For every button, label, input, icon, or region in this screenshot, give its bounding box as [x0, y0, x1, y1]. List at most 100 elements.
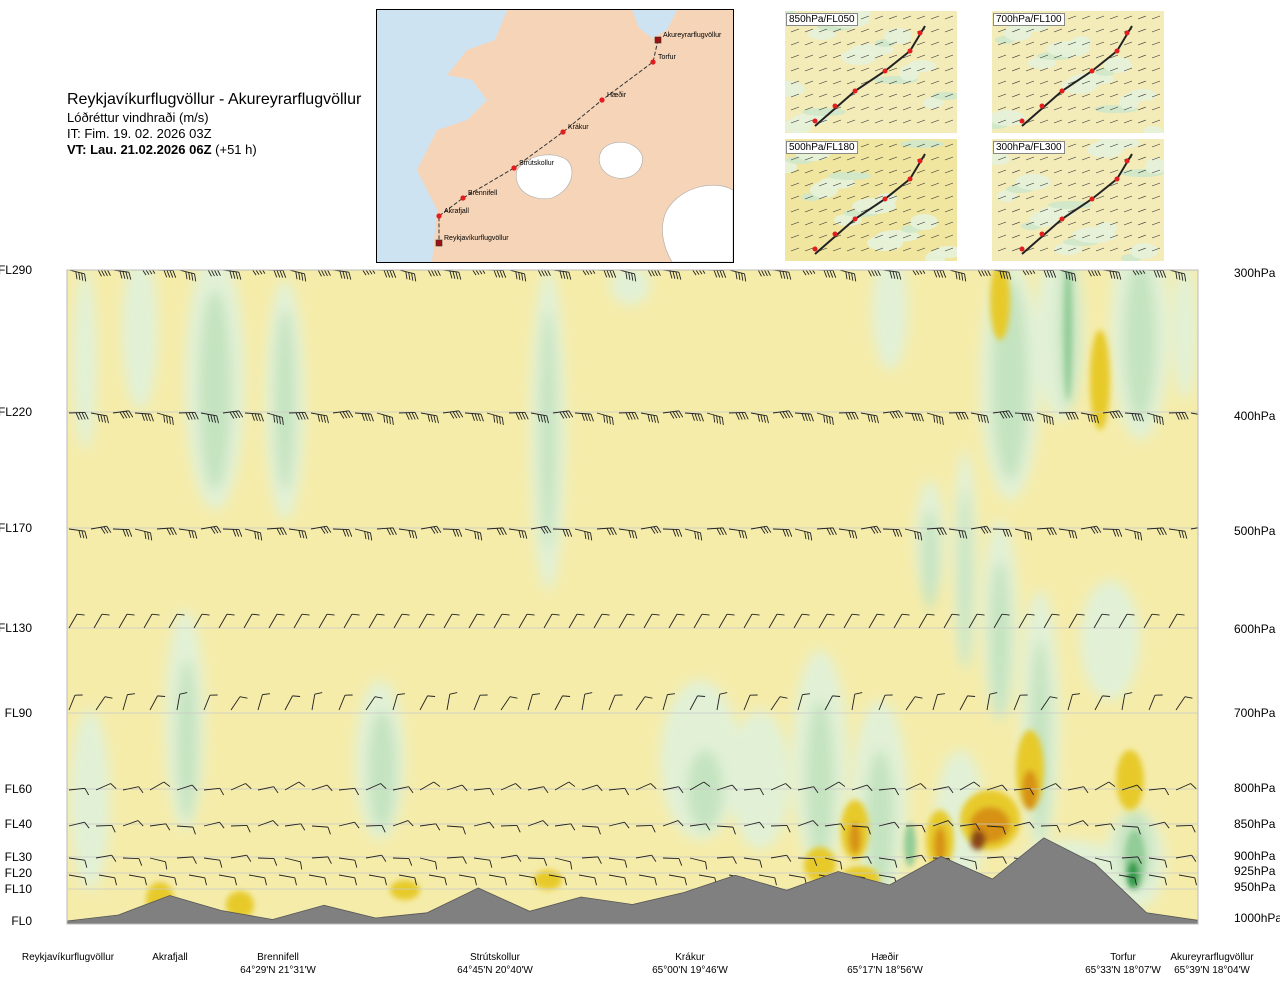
wind-barb [851, 692, 863, 711]
mini-map-barb [1123, 234, 1133, 239]
mini-map-barb [1081, 41, 1091, 46]
mini-map-barb [1123, 247, 1133, 252]
mini-map-barb [846, 234, 856, 239]
wind-barb [338, 694, 353, 711]
mini-map-barb [1011, 247, 1021, 252]
wind-barb [824, 695, 841, 711]
mini-map-barb [1095, 119, 1105, 124]
wind-barb [1102, 270, 1122, 280]
wind-barb [278, 874, 297, 886]
wind-barb [959, 823, 981, 831]
station-name: Krákur [675, 952, 705, 963]
station-name: Strútskollur [470, 952, 521, 963]
wind-barb [596, 527, 617, 536]
wind-barb [308, 874, 327, 886]
waypoint-marker [460, 195, 466, 201]
wind-barb [419, 695, 436, 711]
wind-barb [772, 528, 793, 537]
downdraft-region-mid [959, 490, 971, 670]
mini-map-barb [1067, 221, 1077, 226]
mini-map-barb [888, 195, 898, 200]
mini-map-barb [818, 41, 828, 46]
wind-barb [398, 874, 417, 886]
wind-barb [662, 857, 683, 866]
mini-map-barb [860, 106, 870, 111]
wind-barb [608, 857, 628, 868]
updraft-region [390, 880, 420, 900]
map-route: Akureyrarflugvöllur Torfur Hæðir Krákur Strú… [435, 32, 722, 247]
right-axis-label: 950hPa [1234, 880, 1276, 894]
mini-map-barb [1039, 156, 1049, 161]
wind-barb [878, 857, 898, 868]
wind-barb [1168, 528, 1188, 539]
wind-barb [95, 696, 113, 711]
wind-barb [257, 786, 279, 794]
mini-map-barb [930, 234, 940, 239]
downdraft-region-mid [199, 290, 231, 490]
right-axis-label: 1000hPa [1234, 911, 1280, 925]
mini-map-barb [1109, 247, 1119, 252]
mini-map-barb [1151, 67, 1161, 72]
mini-map-barb [902, 195, 912, 200]
wind-barb [193, 613, 210, 629]
wind-barb [1148, 787, 1170, 796]
mini-map-barb [1053, 195, 1063, 200]
route-map-svg: Akureyrarflugvöllur Torfur Hæðir Krákur Strú… [377, 10, 733, 262]
wind-barb [618, 613, 635, 629]
mini-map-barb [874, 54, 884, 59]
mini-map-barb [804, 208, 814, 213]
wind-barb [1148, 874, 1167, 886]
wind-barb [530, 525, 552, 534]
mini-map-barb [874, 106, 884, 111]
mini-map-barb [1137, 119, 1147, 124]
wind-barb [1067, 786, 1089, 794]
mini-map-barb [1053, 119, 1063, 124]
wind-barb [1040, 696, 1058, 711]
wind-barb [581, 856, 602, 864]
mini-map-barb [1025, 234, 1035, 239]
mini-map-barb [902, 119, 912, 124]
mini-map-barb [944, 182, 954, 187]
mini-map-barb [804, 234, 814, 239]
wind-barb [419, 823, 441, 831]
mini-map-shading [934, 246, 957, 258]
mini-map-barb [888, 208, 898, 213]
wind-barb [1175, 783, 1197, 791]
wind-barb [332, 410, 354, 419]
wind-barb [149, 857, 168, 870]
wind-barb [310, 412, 329, 424]
mini-map-barb [1025, 80, 1035, 85]
wind-barb [68, 874, 87, 886]
mini-map-barb [1095, 93, 1105, 98]
wind-barb [1168, 613, 1185, 629]
wind-barb [618, 270, 637, 282]
updraft-region [1090, 330, 1110, 430]
mini-map-shading [1097, 222, 1117, 234]
mini-map-waypoint [1114, 176, 1120, 182]
wind-barb [662, 786, 684, 794]
left-axis-label: FL10 [5, 882, 33, 896]
mini-map-barb [997, 247, 1007, 252]
wind-barb [878, 821, 900, 829]
mini-map-barb [1109, 54, 1119, 59]
mini-map-barb [874, 221, 884, 226]
mini-map-barb [1081, 80, 1091, 85]
wind-barb [608, 694, 623, 711]
mini-map-700-label: 700hPa/FL100 [993, 13, 1065, 26]
wind-barb [1094, 781, 1116, 791]
mini-map-700: 700hPa/FL100 [992, 11, 1164, 133]
mini-map-barb [1081, 143, 1091, 148]
mini-map-barb [902, 67, 912, 72]
wind-barb [188, 874, 207, 886]
mini-map-barb [1011, 93, 1021, 98]
mini-map-barb [944, 67, 954, 72]
mini-map-barb [804, 169, 814, 174]
wind-barb [743, 787, 765, 796]
wind-barb [508, 270, 527, 282]
mini-map-barb [916, 119, 926, 124]
wind-barb [90, 525, 112, 534]
mini-map-barb [1067, 41, 1077, 46]
mini-map-waypoint [1089, 196, 1095, 202]
mini-map-barb [860, 156, 870, 161]
wind-barb [442, 270, 462, 280]
